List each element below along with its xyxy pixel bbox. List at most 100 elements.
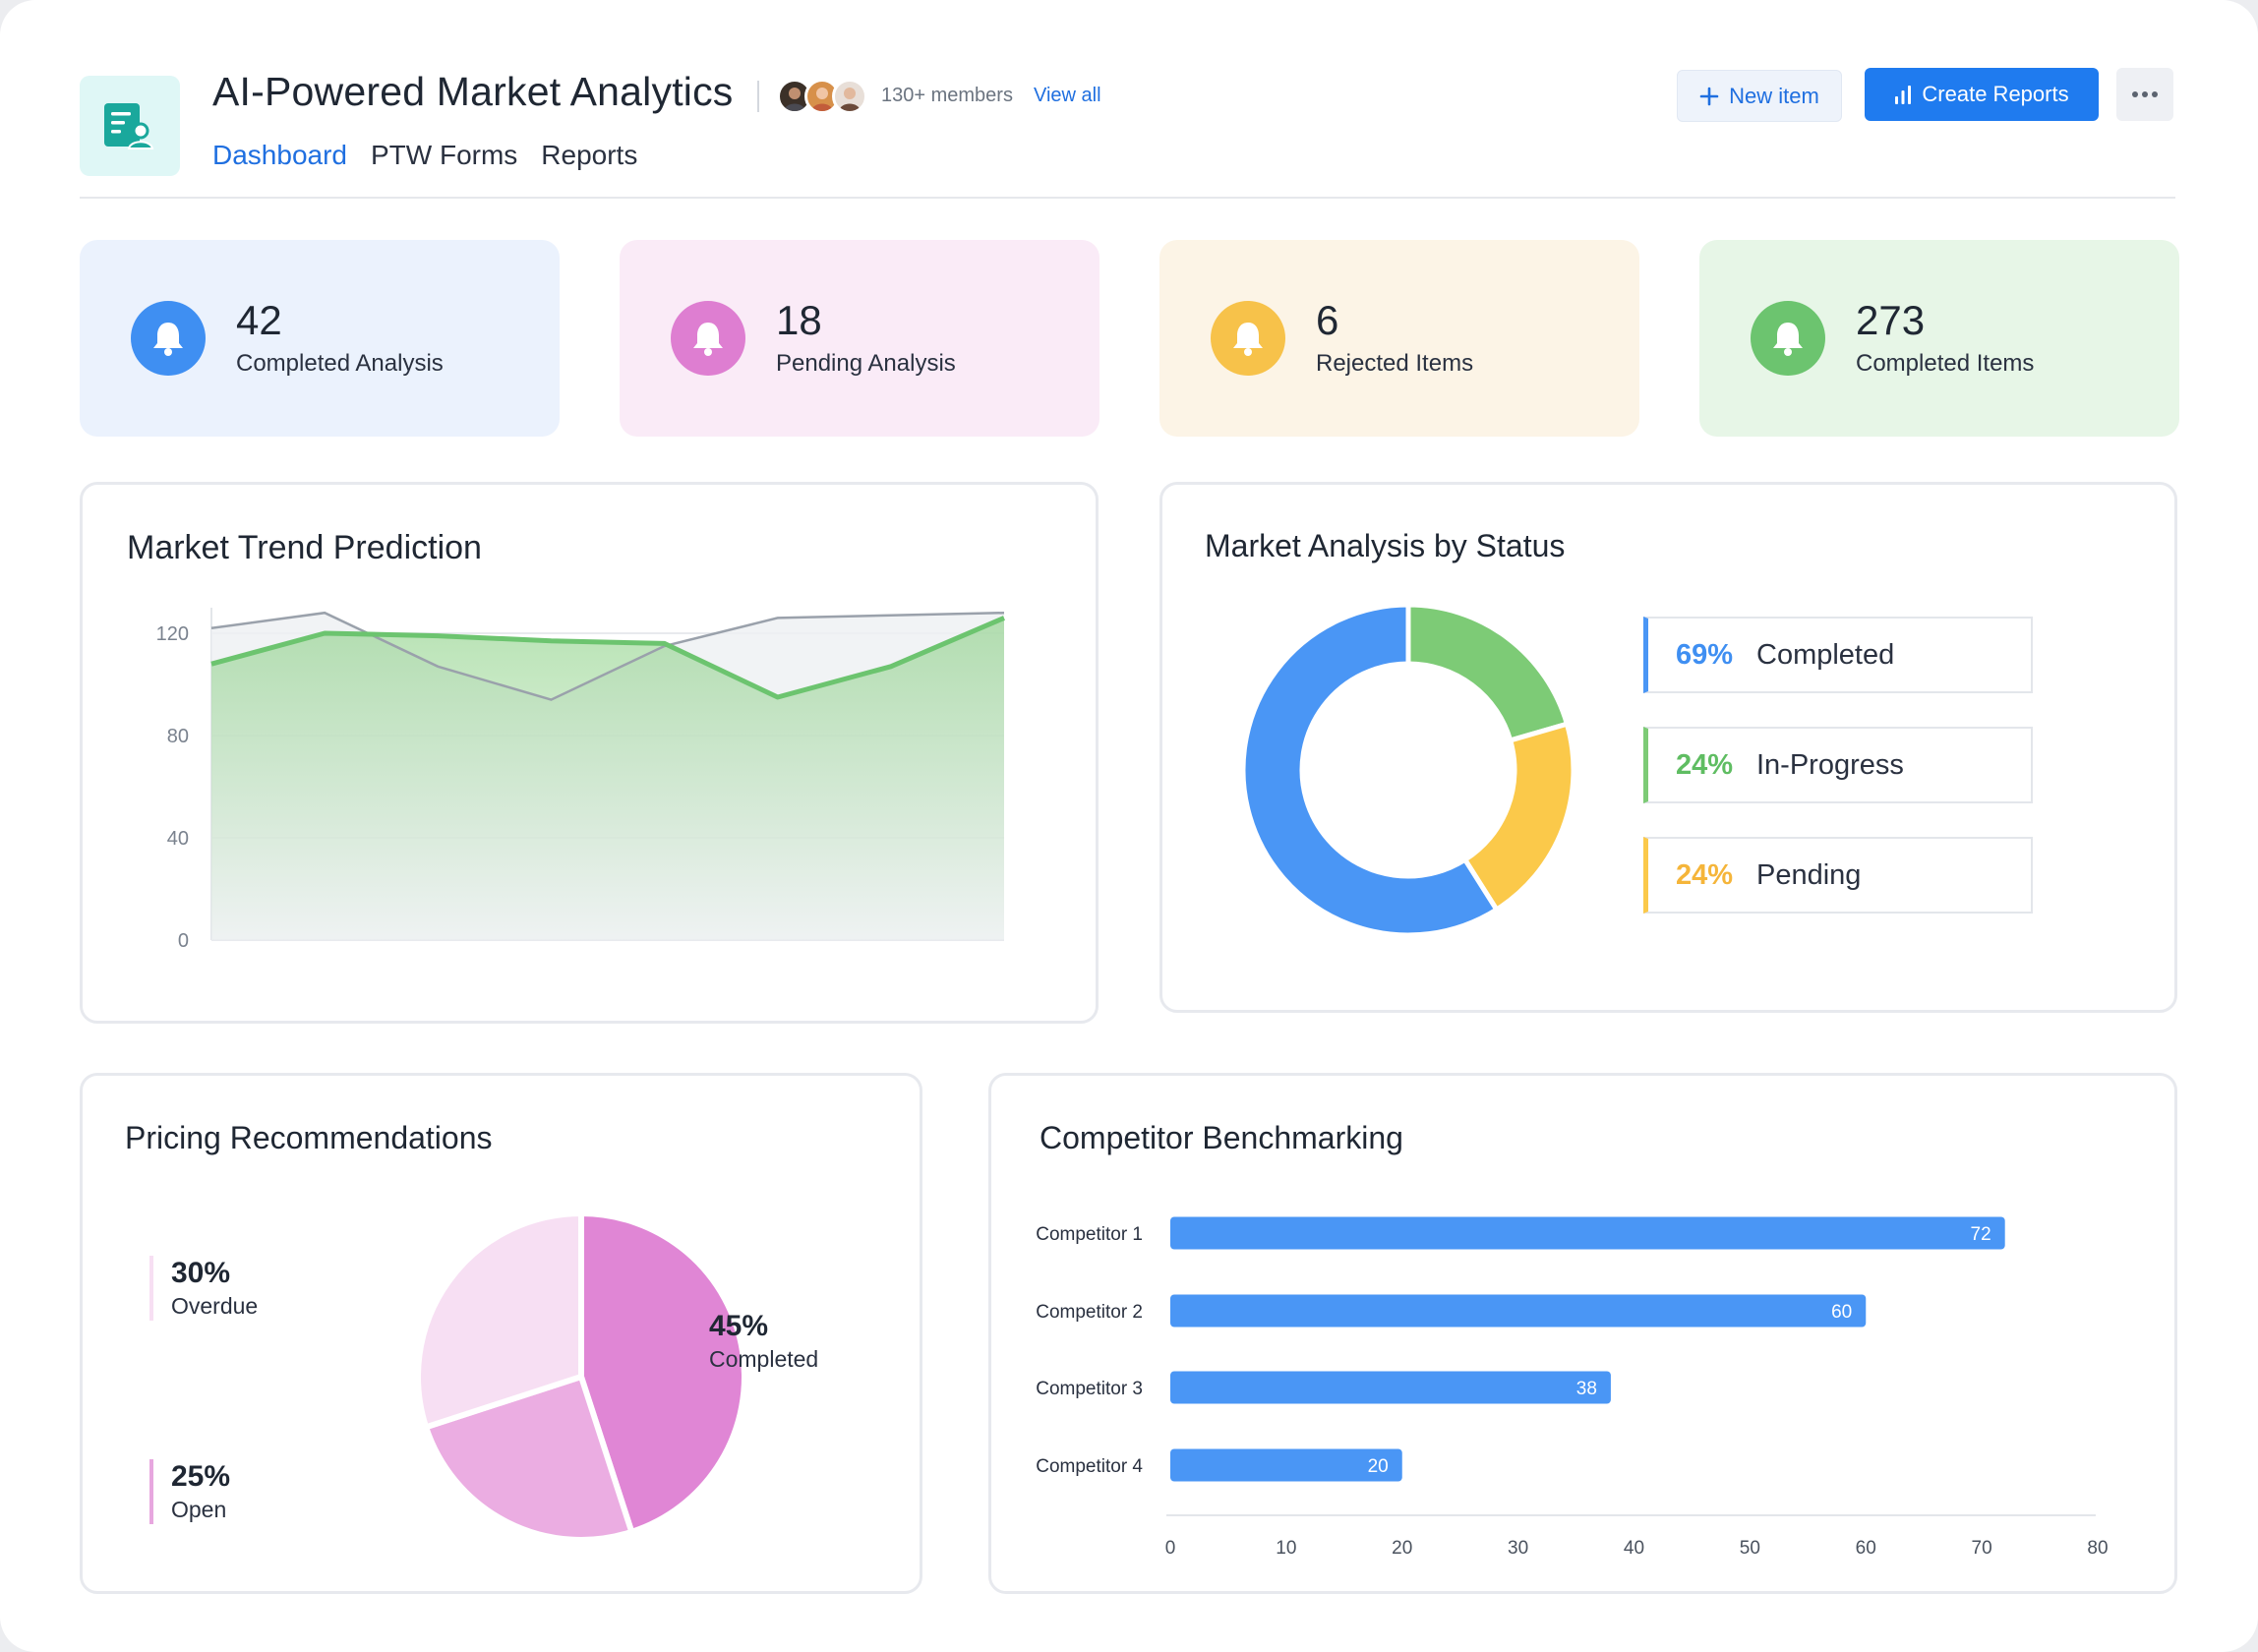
stat-icon-circle: [131, 301, 206, 376]
x-tick-label: 50: [1740, 1538, 1760, 1559]
create-reports-button[interactable]: Create Reports: [1865, 68, 2099, 121]
more-button[interactable]: [2116, 68, 2173, 121]
status-label: In-Progress: [1756, 748, 1904, 781]
benchmark-panel: Competitor Benchmarking 0 10 20 30 40 50 60 70 8…: [988, 1073, 2177, 1594]
series-area-green: [211, 618, 1004, 940]
stat-value: 42: [236, 297, 282, 343]
series-line-gray: [210, 611, 1005, 701]
more-horizontal-icon: [2132, 91, 2158, 97]
legend-label: Open: [171, 1497, 227, 1522]
legend-percent: 30%: [171, 1257, 231, 1289]
pie-legend-completed: 45% Completed: [687, 1309, 818, 1374]
stat-label: Rejected Items: [1316, 350, 1474, 377]
legend-percent: 25%: [171, 1460, 231, 1493]
category-label: Competitor 4: [1036, 1456, 1143, 1477]
new-item-button[interactable]: New item: [1677, 70, 1842, 122]
status-legend-in-progress: 24% In-Progress: [1643, 727, 2033, 803]
bar-value-label: 72: [1971, 1224, 1991, 1245]
x-tick-label: 80: [2087, 1538, 2108, 1559]
app-title: AI-Powered Market Analytics: [212, 69, 734, 114]
benchmark-bar: [1170, 1294, 1867, 1328]
y-tick-label: 120: [156, 623, 189, 645]
tab-reports[interactable]: Reports: [541, 140, 638, 170]
market-trend-chart: 120 80 40 0: [156, 608, 1005, 952]
bar-value-label: 60: [1831, 1302, 1852, 1323]
pricing-panel: Pricing Recommendations 30% Overdue 25% …: [80, 1073, 922, 1594]
header-divider: [80, 197, 2175, 199]
stat-card-completed-analysis[interactable]: 42 Completed Analysis: [80, 240, 560, 437]
stat-value: 273: [1856, 297, 1926, 343]
pie-legend-overdue: 30% Overdue: [149, 1256, 258, 1321]
panel-title: Market Trend Prediction: [127, 529, 482, 566]
members-count: 130+ members: [881, 85, 1013, 106]
x-tick-label: 10: [1276, 1538, 1296, 1559]
stat-label: Completed Analysis: [236, 350, 444, 377]
member-avatars[interactable]: [777, 79, 871, 114]
status-donut-chart: [1240, 602, 1576, 938]
benchmark-bar: [1170, 1216, 2005, 1250]
plus-icon: [1699, 87, 1719, 105]
x-tick-label: 70: [1972, 1538, 1992, 1559]
market-trend-panel: Market Trend Prediction 120 80 40 0: [80, 482, 1099, 1024]
bar-value-label: 20: [1368, 1456, 1389, 1477]
y-tick-label: 80: [167, 726, 189, 747]
tab-ptw-forms[interactable]: PTW Forms: [370, 140, 518, 170]
panel-title: Pricing Recommendations: [125, 1120, 493, 1155]
status-percent: 24%: [1676, 748, 1734, 781]
series-line-green: [210, 616, 1005, 700]
avatar: [832, 79, 867, 114]
bell-icon: [1233, 323, 1263, 356]
bar-value-label: 38: [1576, 1379, 1597, 1399]
status-percent: 24%: [1676, 858, 1734, 891]
stat-label: Completed Items: [1856, 350, 2035, 377]
benchmark-bar: [1170, 1371, 1611, 1404]
benchmark-bar-chart: 0 10 20 30 40 50 60 70 80 Competitor 1 72 Competito…: [1036, 1216, 2109, 1559]
category-label: Competitor 2: [1036, 1302, 1143, 1323]
stat-card-rejected-items[interactable]: 6 Rejected Items: [1159, 240, 1639, 437]
legend-percent: 45%: [709, 1310, 769, 1342]
view-all-link[interactable]: View all: [1034, 85, 1101, 106]
donut-slice-completed: [1240, 602, 1501, 938]
legend-label: Completed: [709, 1346, 819, 1372]
status-percent: 69%: [1676, 638, 1734, 671]
status-label: Completed: [1756, 638, 1895, 671]
bell-icon: [1773, 323, 1803, 356]
stat-value: 18: [776, 297, 822, 343]
benchmark-bar: [1170, 1448, 1402, 1482]
new-item-label: New item: [1729, 83, 1819, 108]
bell-icon: [693, 323, 723, 356]
stat-icon-circle: [1751, 301, 1825, 376]
pie-legend-open: 25% Open: [149, 1459, 230, 1524]
status-label: Pending: [1756, 858, 1862, 891]
stat-label: Pending Analysis: [776, 350, 956, 377]
bell-icon: [153, 323, 183, 356]
stat-card-completed-items[interactable]: 273 Completed Items: [1699, 240, 2179, 437]
stat-icon-circle: [671, 301, 745, 376]
stat-value: 6: [1316, 297, 1339, 343]
pricing-pie-chart: [415, 1210, 747, 1543]
app-logo: [80, 76, 180, 176]
category-label: Competitor 1: [1036, 1224, 1143, 1245]
category-label: Competitor 3: [1036, 1379, 1143, 1399]
x-tick-label: 30: [1508, 1538, 1528, 1559]
pie-slice-completed: [578, 1210, 747, 1535]
bar-chart-icon: [1895, 86, 1912, 104]
donut-slice-in-progress: [1405, 602, 1571, 744]
pie-slice-overdue: [415, 1210, 584, 1431]
pie-slice-open: [423, 1374, 635, 1543]
analytics-logo-icon: [104, 103, 154, 149]
status-legend-completed: 69% Completed: [1643, 617, 2033, 693]
panel-title: Competitor Benchmarking: [1040, 1120, 1403, 1155]
title-divider: [757, 81, 759, 112]
tab-dashboard[interactable]: Dashboard: [212, 140, 347, 170]
x-tick-label: 0: [1165, 1538, 1176, 1559]
x-tick-label: 20: [1392, 1538, 1412, 1559]
x-tick-label: 40: [1624, 1538, 1644, 1559]
stat-card-pending-analysis[interactable]: 18 Pending Analysis: [620, 240, 1099, 437]
main-nav: Dashboard PTW Forms Reports: [212, 140, 637, 171]
create-reports-label: Create Reports: [1922, 82, 2069, 106]
panel-title: Market Analysis by Status: [1205, 528, 1566, 563]
y-tick-label: 40: [167, 828, 189, 850]
y-tick-label: 0: [178, 930, 189, 952]
